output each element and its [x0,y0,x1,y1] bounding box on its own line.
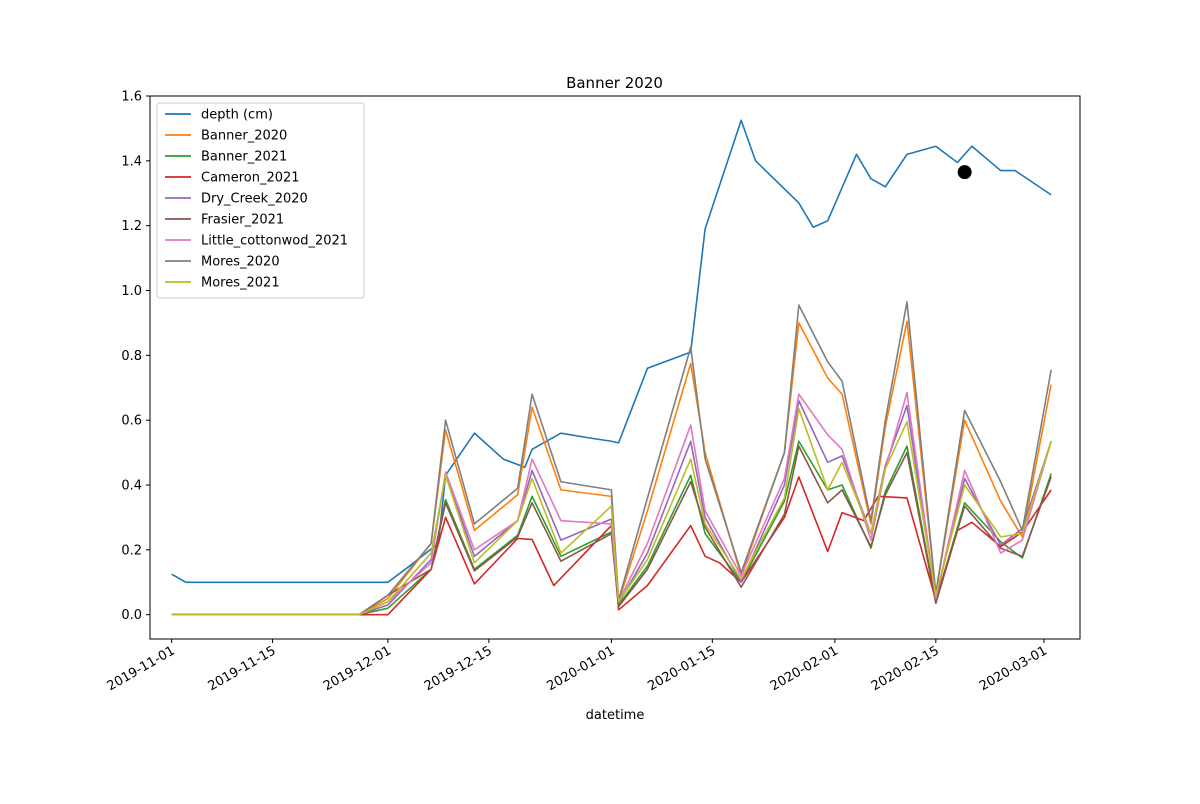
plot-area [171,119,1052,616]
legend-label: Little_cottonwod_2021 [201,234,348,249]
legend-label: Banner_2021 [201,150,287,165]
x-tick-label: 2020-03-01 [977,643,1050,694]
series-line-1 [171,119,1052,584]
series-line-2 [171,320,1052,616]
legend-label: Cameron_2021 [201,171,300,186]
y-tick-label: 1.4 [121,154,142,169]
legend-label: Banner_2020 [201,129,287,144]
y-tick-label: 1.2 [121,219,142,234]
y-tick-label: 0.0 [121,608,142,623]
series-line-9 [171,408,1052,616]
y-tick-label: 0.6 [121,414,142,429]
legend-label: depth (cm) [201,108,273,123]
legend-label: Frasier_2021 [201,213,284,228]
x-tick-label: 2020-01-15 [645,643,718,694]
highlight-marker [957,165,972,180]
x-axis-label: datetime [586,708,645,723]
series-line-6 [171,445,1052,616]
y-tick-label: 1.6 [121,90,142,105]
series-line-7 [171,391,1052,616]
x-tick-label: 2020-02-15 [869,643,942,694]
x-tick-label: 2019-12-01 [321,643,394,694]
legend-label: Mores_2021 [201,276,280,291]
x-tick-label: 2020-02-01 [768,643,841,694]
y-axis: 0.0 0.2 0.4 0.6 0.8 1.0 1.2 1.4 1.6 [121,90,150,623]
x-tick-label: 2019-12-15 [422,643,495,694]
legend: depth (cm) Banner_2020 Banner_2021 Cameron_… [156,102,365,299]
x-tick-label: 2020-01-01 [544,643,617,694]
x-tick-label: 2019-11-15 [206,643,279,694]
plot-frame [149,95,1081,640]
legend-box [156,102,365,299]
x-tick-label: 2019-11-01 [105,643,178,694]
legend-label: Dry_Creek_2020 [201,192,308,207]
y-tick-label: 0.4 [121,479,142,494]
series-line-8 [171,301,1052,616]
legend-label: Mores_2020 [201,255,280,270]
chart-title: Banner 2020 [566,74,663,92]
x-axis: 2019-11-01 2019-11-15 2019-12-01 2019-12-15… [105,639,1050,694]
y-tick-label: 0.8 [121,349,142,364]
y-tick-label: 1.0 [121,284,142,299]
y-tick-label: 0.2 [121,543,142,558]
